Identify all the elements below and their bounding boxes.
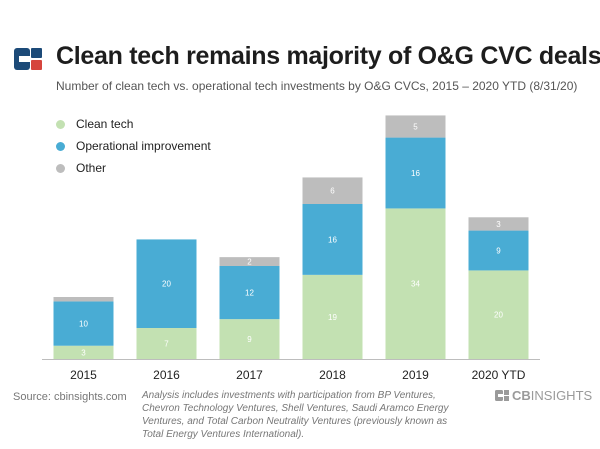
bar-clean-tech-2015 [53, 345, 114, 359]
bar-clean-tech-2020-ytd [468, 270, 529, 359]
footnote-text: Analysis includes investments with parti… [142, 390, 449, 440]
legend-swatch-operational [56, 141, 65, 151]
bar-other-2019 [385, 115, 446, 138]
data-label-clean-tech-2020-ytd: 20 [494, 311, 503, 320]
bar-operational-improvement-2020-ytd [468, 230, 529, 271]
data-label-other-2017: 2 [247, 258, 252, 267]
data-label-operational-improvement-2017: 12 [245, 289, 254, 298]
bar-other-2015 [53, 297, 114, 302]
source-text: Source: cbinsights.com [13, 391, 127, 403]
data-label-clean-tech-2018: 19 [328, 313, 337, 322]
data-label-clean-tech-2016: 7 [164, 340, 169, 349]
bar-clean-tech-2018 [302, 274, 363, 359]
chart-subtitle: Number of clean tech vs. operational tec… [56, 79, 578, 93]
data-label-clean-tech-2015: 3 [81, 348, 86, 357]
bar-operational-improvement-2019 [385, 137, 446, 209]
legend-label-clean-tech: Clean tech [76, 117, 134, 131]
legend-swatch-clean-tech [56, 119, 65, 129]
chart-title: Clean tech remains majority of O&G CVC d… [56, 42, 600, 70]
x-tick-label-2018: 2018 [319, 368, 346, 382]
legend-label-operational: Operational improvement [76, 139, 211, 153]
bar-operational-improvement-2017 [219, 266, 280, 320]
data-label-operational-improvement-2018: 16 [328, 235, 337, 244]
bar-other-2018 [302, 177, 363, 204]
data-label-operational-improvement-2016: 20 [162, 280, 171, 289]
x-tick-label-2016: 2016 [153, 368, 180, 382]
x-tick-label-2020-ytd: 2020 YTD [472, 368, 526, 382]
data-label-operational-improvement-2015: 10 [79, 320, 88, 329]
legend-item-clean-tech: Clean tech [56, 113, 211, 135]
x-tick-label-2017: 2017 [236, 368, 263, 382]
brand-cb-text: CB [512, 388, 531, 403]
data-label-clean-tech-2017: 9 [247, 335, 252, 344]
x-tick-label-2019: 2019 [402, 368, 429, 382]
bar-other-2020-ytd [468, 217, 529, 231]
data-label-operational-improvement-2020-ytd: 9 [496, 247, 501, 256]
cb-insights-mark-icon [495, 390, 509, 401]
bar-operational-improvement-2016 [136, 239, 197, 328]
bar-clean-tech-2017 [219, 319, 280, 359]
data-label-clean-tech-2019: 34 [411, 280, 420, 289]
cb-insights-brand: CB INSIGHTS [495, 388, 592, 403]
legend-label-other: Other [76, 161, 107, 175]
data-label-other-2018: 6 [330, 187, 335, 196]
cb-insights-logo [14, 48, 42, 70]
legend-swatch-other [56, 163, 65, 173]
bar-clean-tech-2016 [136, 328, 197, 359]
data-label-other-2019: 5 [413, 123, 418, 132]
brand-insights-text: INSIGHTS [530, 388, 593, 403]
data-label-operational-improvement-2019: 16 [411, 169, 420, 178]
x-tick-label-2015: 2015 [70, 368, 97, 382]
bar-clean-tech-2019 [385, 208, 446, 359]
bar-other-2017 [219, 257, 280, 266]
data-label-other-2020-ytd: 3 [496, 220, 501, 229]
legend-item-other: Other [56, 157, 211, 179]
bar-operational-improvement-2018 [302, 204, 363, 275]
chart-legend: Clean tech Operational improvement Other [56, 113, 211, 179]
legend-item-operational: Operational improvement [56, 135, 211, 157]
bar-operational-improvement-2015 [53, 301, 114, 346]
